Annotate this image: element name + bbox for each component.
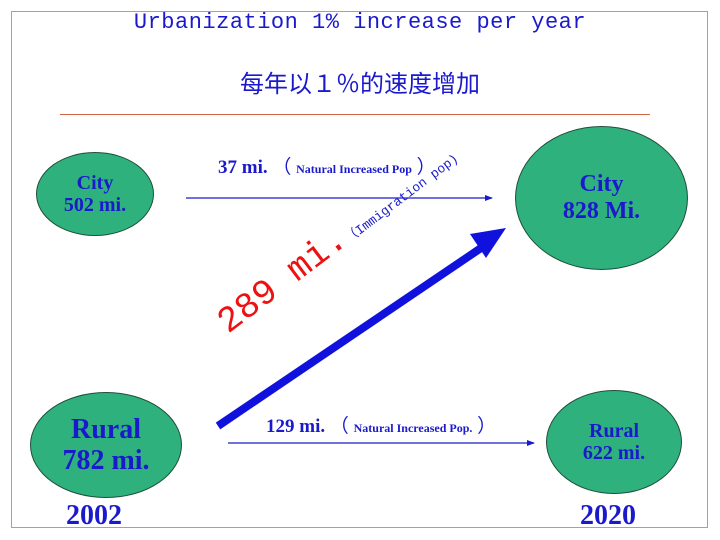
- title-english: Urbanization 1% increase per year: [133, 10, 587, 35]
- city-2002-value: 502 mi.: [63, 194, 127, 216]
- city-2002-label: City: [76, 171, 114, 194]
- rural-natural-label: 129 mi. （ Natural Increased Pop. ）: [266, 411, 496, 438]
- slide-frame: [11, 11, 708, 528]
- city-2020-label: City: [579, 171, 624, 198]
- city-natural-open-paren: （: [272, 157, 292, 178]
- rural-2020-label: Rural: [589, 419, 639, 442]
- city-natural-value: 37 mi.: [218, 157, 268, 178]
- city-2020-value: 828 Mi.: [562, 198, 641, 224]
- title-divider: [60, 114, 650, 115]
- year-start: 2002: [66, 500, 122, 531]
- city-2020-node: City 828 Mi.: [515, 126, 688, 270]
- rural-2002-label: Rural: [71, 413, 141, 445]
- title-chinese: 每年以１％的速度增加: [240, 70, 480, 98]
- year-end: 2020: [580, 500, 636, 531]
- immigration-arrow-head: [470, 228, 506, 258]
- immigration-arrow-shaft: [215, 242, 487, 430]
- rural-2020-node: Rural 622 mi.: [546, 390, 682, 494]
- rural-natural-text: Natural Increased Pop.: [353, 421, 473, 435]
- city-2002-node: City 502 mi.: [36, 152, 154, 236]
- rural-natural-close-paren: ）: [477, 416, 497, 437]
- rural-2002-node: Rural 782 mi.: [30, 392, 182, 498]
- city-natural-close-paren: ）: [416, 157, 436, 178]
- rural-2020-value: 622 mi.: [582, 442, 646, 464]
- rural-natural-open-paren: （: [329, 416, 349, 437]
- rural-2002-value: 782 mi.: [62, 445, 150, 476]
- city-natural-label: 37 mi. （ Natural Increased Pop ）: [218, 152, 436, 179]
- rural-natural-value: 129 mi.: [266, 416, 326, 437]
- city-natural-text: Natural Increased Pop: [296, 162, 412, 176]
